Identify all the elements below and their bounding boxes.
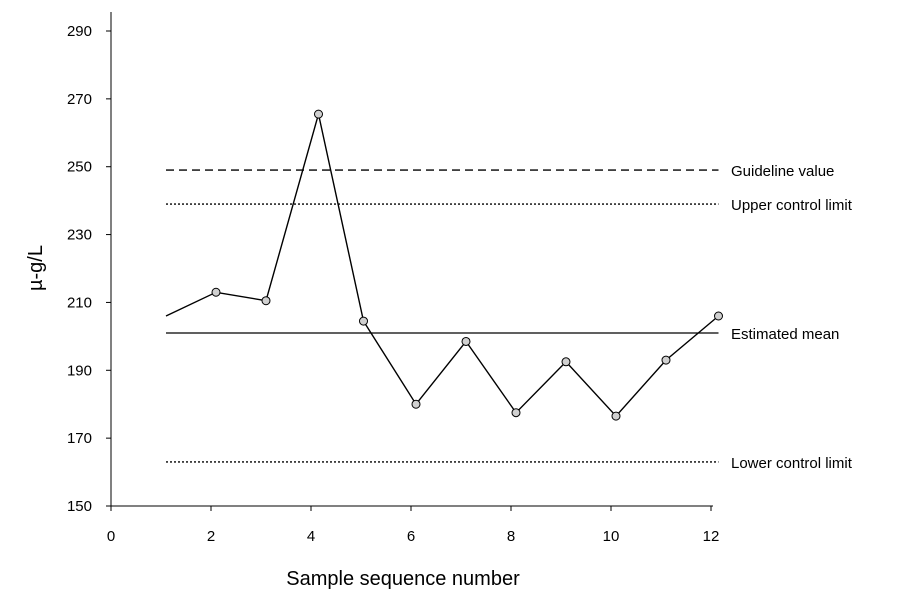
data-point xyxy=(411,399,421,409)
axes: 150 170 190 210 230 250 270 290 0 2 4 6 8 10 12 xyxy=(67,12,719,545)
data-point xyxy=(261,296,271,306)
x-tick-label: 10 xyxy=(603,528,620,545)
y-ticks: 150 170 190 210 230 250 270 290 xyxy=(67,23,111,515)
y-tick-label: 270 xyxy=(67,91,92,108)
y-tick-label: 250 xyxy=(67,159,92,176)
x-ticks: 0 2 4 6 8 10 12 xyxy=(107,506,720,545)
reference-line-label: Guideline value xyxy=(731,163,834,180)
data-point xyxy=(611,411,621,421)
y-tick-label: 190 xyxy=(67,362,92,379)
data-point xyxy=(211,287,221,297)
x-tick-label: 0 xyxy=(107,528,115,545)
reference-line-label: Estimated mean xyxy=(731,326,839,343)
data-point xyxy=(661,355,671,365)
reference-line-label: Lower control limit xyxy=(731,455,853,472)
y-tick-label: 290 xyxy=(67,23,92,40)
data-point xyxy=(314,109,323,119)
x-tick-label: 12 xyxy=(703,528,720,545)
data-point xyxy=(461,336,471,346)
x-tick-label: 4 xyxy=(307,528,315,545)
data-point xyxy=(714,311,723,321)
data-point xyxy=(359,316,368,326)
reference-lines: Guideline value Upper control limit Estima… xyxy=(166,163,853,472)
y-tick-label: 210 xyxy=(67,294,92,311)
y-tick-label: 230 xyxy=(67,227,92,244)
x-tick-label: 8 xyxy=(507,528,515,545)
data-point xyxy=(561,357,571,367)
y-tick-label: 150 xyxy=(67,498,92,515)
reference-line-label: Upper control limit xyxy=(731,197,853,214)
data-point xyxy=(511,408,521,418)
x-tick-label: 2 xyxy=(207,528,215,545)
series xyxy=(165,109,723,421)
series-line xyxy=(165,113,719,418)
y-axis-title: µ-g/L xyxy=(25,245,47,291)
x-axis-title: Sample sequence number xyxy=(286,568,520,590)
x-tick-label: 6 xyxy=(407,528,415,545)
y-tick-label: 170 xyxy=(67,430,92,447)
